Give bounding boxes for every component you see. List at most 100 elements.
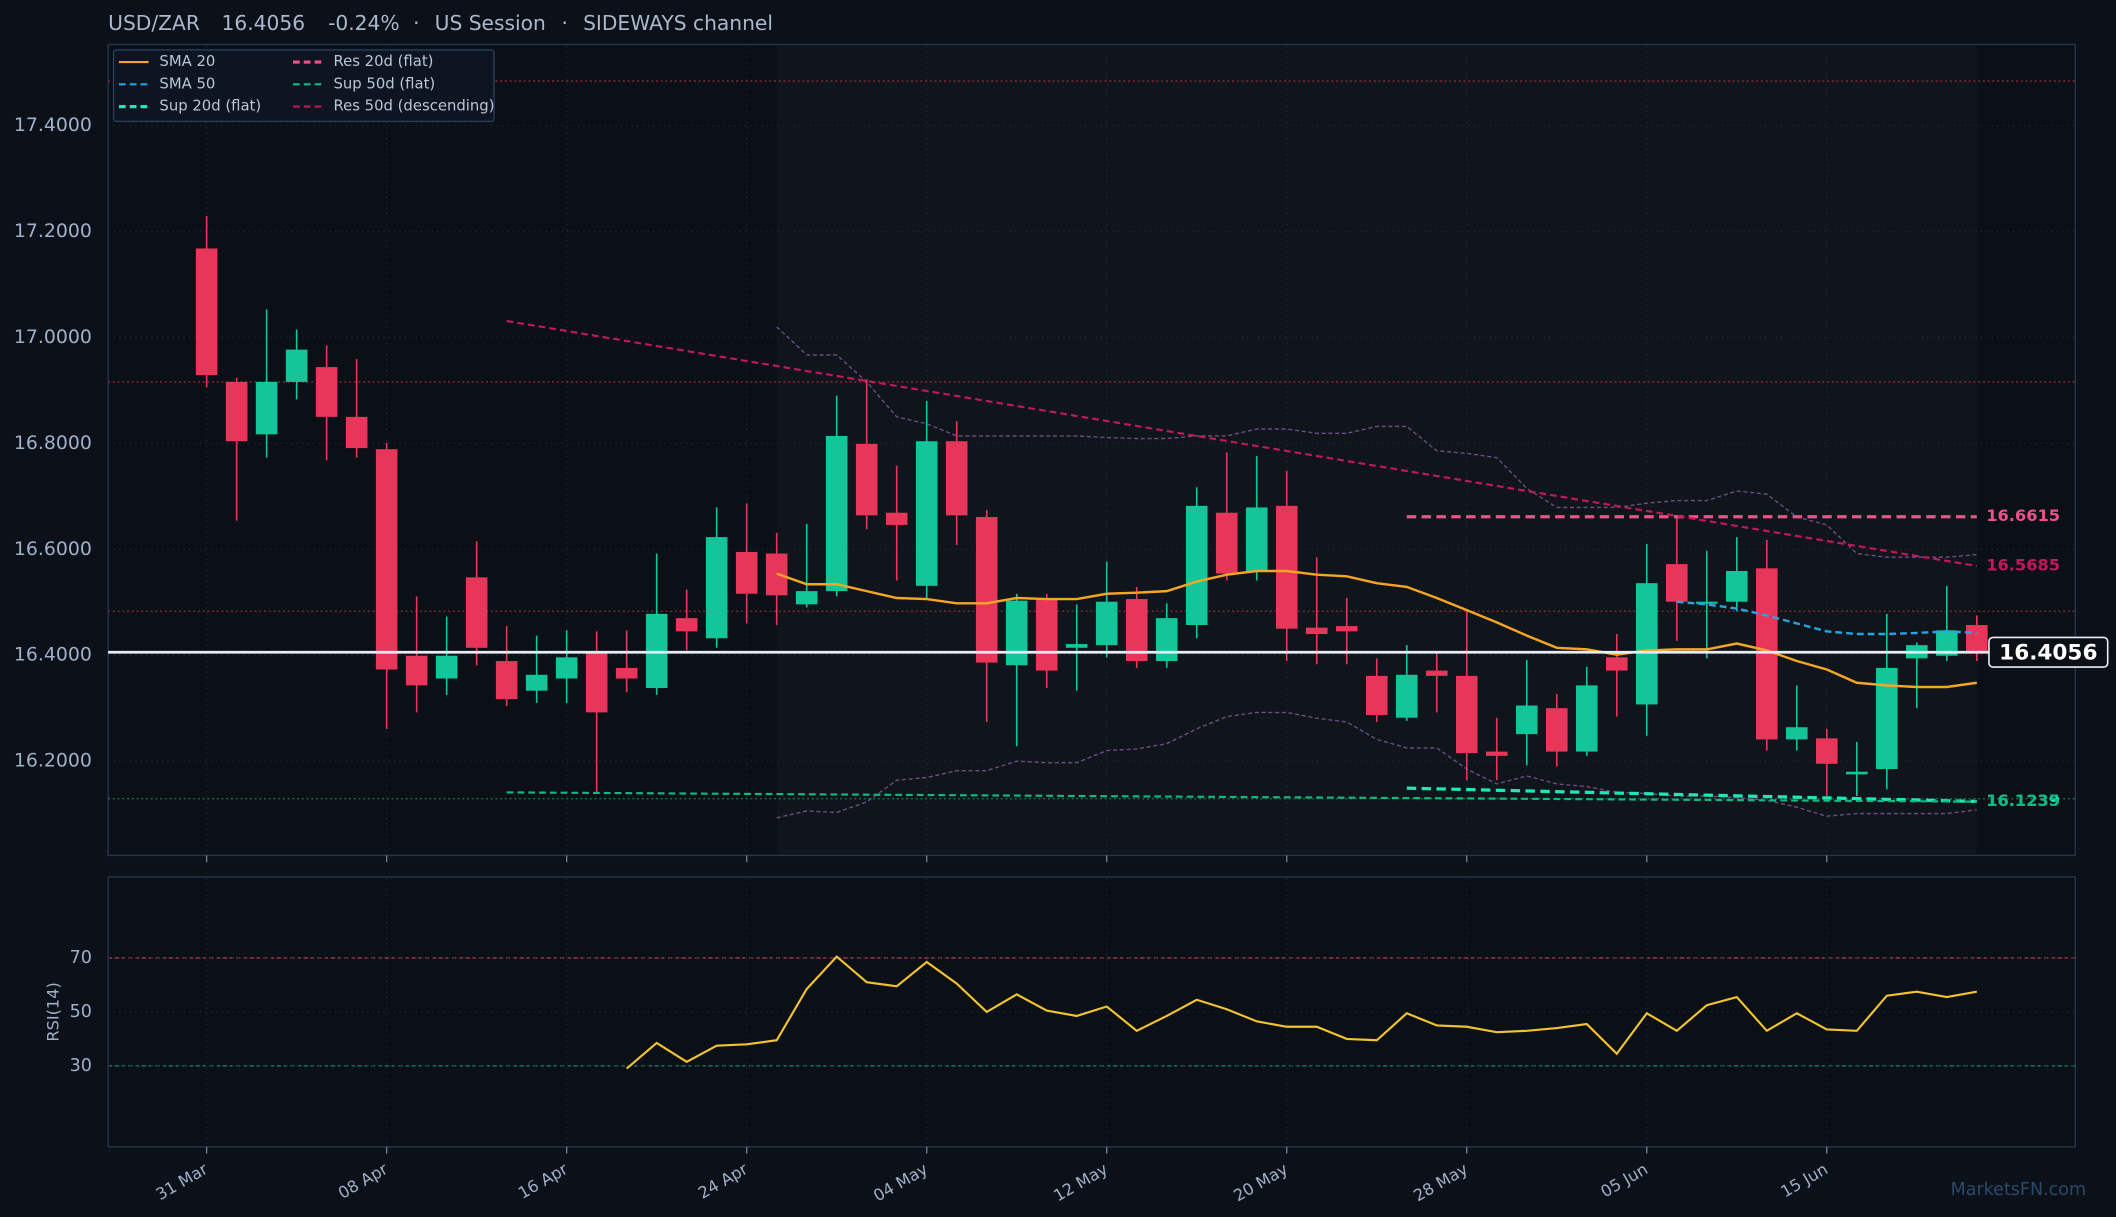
trend-line [506, 791, 1977, 803]
channel: SIDEWAYS channel [583, 11, 773, 35]
last-price-badge [1988, 636, 2109, 668]
candle-body [315, 367, 338, 417]
candle-body [585, 653, 608, 713]
candle-body [1846, 771, 1868, 775]
candle-body [285, 349, 308, 382]
candle-body [975, 516, 998, 663]
symbol: USD/ZAR [108, 11, 200, 35]
candle-body [795, 591, 818, 605]
candle-body [1936, 630, 1958, 656]
trend-line [1406, 786, 1977, 804]
candle-body [615, 667, 638, 679]
candle-body [1185, 505, 1208, 626]
legend-label: Sup 20d (flat) [159, 98, 261, 115]
candle-body [885, 512, 908, 525]
separator: · [561, 11, 567, 35]
candle-body [1876, 667, 1898, 770]
watermark: MarketsFN.com [1951, 1180, 2086, 1200]
y-tick-label: 16.6000 [14, 538, 92, 560]
candle-body [1035, 599, 1058, 671]
candle-body [1756, 568, 1778, 740]
candle-body [405, 655, 428, 686]
separator: · [413, 11, 419, 35]
trend-end-label: 16.5685 [1986, 555, 2060, 574]
y-tick-label: 17.0000 [14, 326, 92, 348]
candle-body [1245, 507, 1268, 571]
candle-body [195, 248, 218, 376]
candle-body [375, 449, 398, 670]
candle-body [1365, 675, 1388, 716]
sma-line [1676, 600, 1977, 636]
candle-body [1425, 670, 1448, 676]
y-tick-label: 17.4000 [14, 114, 92, 136]
candle-body [1485, 751, 1508, 756]
candle-body [555, 657, 578, 679]
candle-body [345, 416, 368, 449]
candle-body [1455, 675, 1478, 754]
y-tick-label: 17.2000 [14, 220, 92, 242]
candle-body [1966, 625, 1988, 653]
rsi-axis-label: RSI(14) [44, 982, 63, 1042]
legend [112, 49, 495, 123]
candle-body [1335, 626, 1358, 632]
y-tick-label: 16.2000 [14, 750, 92, 772]
candle-body [1005, 600, 1028, 666]
candle-body [525, 674, 548, 691]
legend-label: SMA 20 [159, 53, 215, 70]
candle-body [1635, 583, 1658, 705]
legend-label: Res 50d (descending) [333, 98, 494, 115]
candle-body [1665, 564, 1688, 602]
candle-body [915, 441, 938, 586]
candle-body [705, 537, 728, 639]
legend-label: Res 20d (flat) [333, 53, 433, 70]
candle-body [825, 435, 848, 592]
candle-body [1545, 708, 1568, 752]
y-tick-label: 16.8000 [14, 432, 92, 454]
candle-body [675, 618, 698, 632]
price: 16.4056 [221, 11, 305, 35]
y-tick-label: 30 [70, 1056, 92, 1076]
candle-body [1125, 599, 1148, 662]
legend-label: SMA 50 [159, 75, 215, 92]
band-upper [776, 326, 1977, 558]
legend-label: Sup 50d (flat) [333, 75, 435, 92]
candle-body [855, 443, 878, 516]
candle-body [1696, 601, 1718, 604]
candle-body [735, 551, 758, 594]
candle-body [1816, 738, 1838, 764]
trend-end-label: 16.1235 [1986, 791, 2060, 810]
candle-body [465, 577, 488, 648]
trend-line [506, 319, 1977, 568]
candle-body [1515, 705, 1538, 735]
candle-body [945, 441, 968, 516]
y-tick-label: 16.4000 [14, 644, 92, 666]
candle-body [1786, 727, 1808, 740]
candle-body [1575, 685, 1598, 752]
candle-body [1275, 505, 1298, 629]
candle-body [1095, 601, 1118, 646]
sma-line [776, 569, 1977, 689]
band-lower [776, 711, 1977, 819]
candle-body [255, 381, 278, 435]
y-tick-label: 50 [70, 1002, 92, 1022]
candle-body [435, 655, 458, 679]
trend-end-label: 16.1239 [1986, 791, 2060, 810]
candle-body [225, 381, 248, 442]
last-price-label: 16.4056 [1999, 641, 2097, 666]
candle-body [1605, 657, 1628, 671]
candle-body [1726, 570, 1748, 602]
y-tick-label: 70 [70, 948, 92, 968]
candle-body [1065, 644, 1088, 648]
rsi-line [625, 955, 1978, 1070]
session: US Session [435, 11, 546, 35]
price-panel [107, 43, 2076, 857]
candle-body [1305, 627, 1328, 635]
candle-body [495, 661, 518, 700]
candle-body [1215, 512, 1238, 574]
candle-body [1395, 674, 1418, 718]
candle-body [1155, 618, 1178, 662]
trend-end-label: 16.6615 [1986, 506, 2060, 525]
change: -0.24% [328, 11, 400, 35]
